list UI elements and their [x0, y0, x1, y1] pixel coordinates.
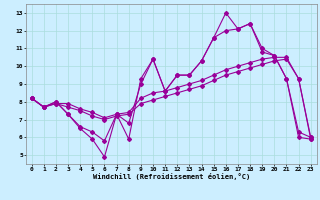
X-axis label: Windchill (Refroidissement éolien,°C): Windchill (Refroidissement éolien,°C) — [92, 173, 250, 180]
